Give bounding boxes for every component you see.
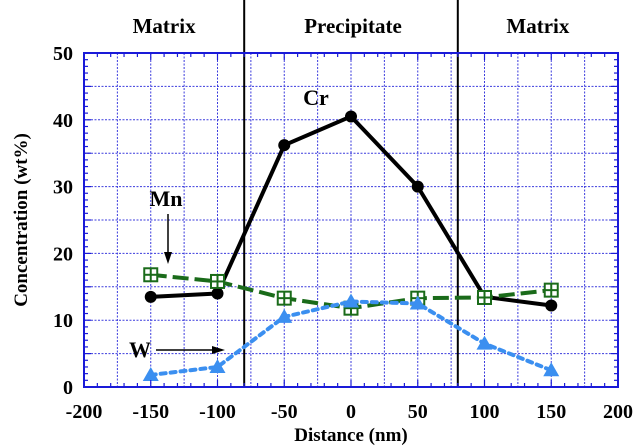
- series-layer: [142, 110, 560, 381]
- data-point-w: [409, 295, 426, 310]
- y-tick-label: 30: [53, 177, 73, 199]
- data-point-w: [142, 366, 159, 381]
- data-point-w: [343, 293, 359, 308]
- x-tick-label: 0: [346, 401, 356, 423]
- data-point-w: [209, 358, 226, 373]
- mn-annotation: Mn: [150, 186, 183, 211]
- data-point-mn: [276, 290, 292, 306]
- data-point-mn: [543, 282, 559, 298]
- x-axis-label: Distance (nm): [294, 425, 407, 446]
- region-label: Matrix: [133, 14, 196, 38]
- y-tick-label: 20: [53, 243, 73, 265]
- x-tick-label: 150: [536, 401, 566, 423]
- x-tick-label: -200: [66, 401, 103, 423]
- series-w: [142, 293, 560, 381]
- grid: [84, 53, 618, 387]
- w-arrow-head: [212, 346, 225, 354]
- data-point-mn: [210, 273, 225, 289]
- mn-arrow-head: [164, 252, 172, 264]
- data-point-cr: [411, 180, 424, 193]
- cr-annotation: Cr: [303, 85, 329, 110]
- region-labels: Matrix Precipitate Matrix: [133, 0, 570, 387]
- data-point-cr: [211, 287, 224, 300]
- x-tick-label: -50: [271, 401, 298, 423]
- data-point-w: [476, 335, 493, 350]
- axes: -200 -150 -100 -50 0 50 100 150 200 0 10 20 30 40 50: [53, 43, 633, 423]
- y-tick-label: 50: [53, 43, 73, 65]
- data-point-mn: [477, 289, 492, 305]
- x-tick-label: -100: [199, 401, 236, 423]
- data-point-cr: [144, 290, 157, 303]
- data-point-cr: [345, 110, 357, 123]
- x-tick-label: 100: [470, 401, 500, 423]
- region-label: Precipitate: [304, 14, 402, 38]
- region-label: Matrix: [506, 14, 569, 38]
- x-tick-label: 200: [603, 401, 633, 423]
- w-annotation: W: [129, 337, 151, 362]
- data-point-w: [543, 362, 560, 377]
- data-point-mn: [143, 267, 159, 283]
- data-point-cr: [545, 299, 558, 312]
- x-tick-label: 50: [408, 401, 428, 423]
- data-point-w: [276, 308, 293, 323]
- annotations: Cr Mn W: [129, 85, 329, 362]
- x-tick-label: -150: [132, 401, 169, 423]
- y-axis-label: Concentration (wt%): [11, 133, 32, 307]
- y-tick-label: 10: [53, 310, 73, 332]
- y-tick-label: 40: [53, 110, 73, 132]
- data-point-cr: [278, 139, 291, 152]
- y-tick-label: 0: [63, 377, 73, 399]
